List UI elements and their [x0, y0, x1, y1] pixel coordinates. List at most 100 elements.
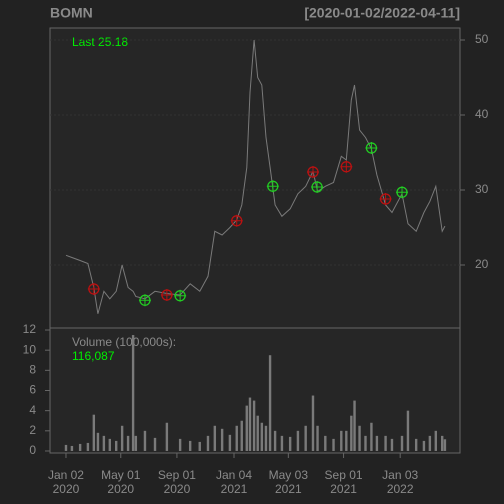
y-tick-label: 6 — [29, 383, 36, 397]
volume-bar — [153, 437, 157, 451]
y-tick-label: 40 — [475, 107, 489, 121]
y-tick-label: 20 — [475, 257, 489, 271]
volume-bar — [198, 441, 201, 451]
chart-title: BOMN — [50, 5, 93, 21]
y-tick-label: 0 — [29, 443, 36, 457]
volume-bar — [64, 444, 68, 451]
volume-bar — [353, 400, 356, 451]
volume-bar — [126, 435, 130, 451]
volume-bar — [115, 440, 118, 451]
signal-marker — [306, 166, 319, 178]
volume-bar — [288, 436, 292, 451]
price-panel — [49, 27, 461, 329]
signal-marker — [340, 160, 353, 173]
volume-bar — [358, 425, 361, 451]
x-tick-label: Jan 03 — [382, 468, 418, 482]
signal-marker — [174, 289, 187, 302]
y-tick-label: 2 — [29, 423, 36, 437]
last-price: Last 25.18 — [72, 35, 128, 49]
volume-bar — [108, 438, 112, 451]
volume-bar — [390, 438, 394, 451]
volume-bar — [245, 405, 248, 451]
x-tick-label: Sep 01 — [325, 468, 363, 482]
volume-bar — [78, 443, 82, 451]
x-tick-label: Sep 01 — [158, 468, 196, 482]
signal-marker — [230, 214, 243, 227]
volume-bar — [440, 435, 444, 451]
x-tick-label: May 01 — [101, 468, 141, 482]
volume-bar — [213, 425, 217, 451]
volume-bar — [134, 435, 138, 451]
y-tick-label: 30 — [475, 182, 489, 196]
volume-bar — [296, 430, 300, 451]
volume-bar — [248, 397, 252, 451]
volume-bar — [260, 422, 264, 451]
volume-bar — [188, 440, 192, 451]
volume-bar — [220, 428, 224, 451]
volume-bar — [414, 438, 418, 451]
volume-bar — [350, 415, 353, 451]
x-tick-year: 2021 — [275, 482, 302, 496]
volume-bar — [120, 425, 124, 451]
volume-title: Volume (100,000s): — [72, 335, 176, 349]
signal-marker — [365, 142, 378, 154]
volume-bar — [240, 420, 243, 451]
x-tick-year: 2020 — [107, 482, 134, 496]
date-range: [2020-01-02/2022-04-11] — [304, 5, 460, 21]
y-tick-label: 12 — [23, 322, 37, 336]
y-tick-label: 50 — [475, 32, 489, 46]
last-volume: 116,087 — [72, 349, 115, 363]
volume-bar — [304, 425, 307, 451]
volume-bar — [332, 438, 335, 451]
volume-bar — [235, 425, 238, 451]
volume-bar — [340, 430, 343, 451]
signal-marker — [138, 294, 151, 307]
signal-marker — [311, 181, 324, 193]
volume-bar — [96, 432, 100, 451]
signal-marker — [266, 180, 279, 193]
volume-bar — [406, 410, 410, 451]
volume-bar — [375, 435, 379, 451]
signal-marker — [396, 186, 409, 199]
volume-bar — [228, 434, 232, 451]
volume-bar — [70, 445, 74, 451]
volume-bar — [273, 430, 277, 451]
x-tick-year: 2022 — [387, 482, 414, 496]
volume-bar — [86, 442, 90, 451]
volume-bar — [400, 435, 404, 451]
x-tick-label: Jan 02 — [48, 468, 84, 482]
volume-bar — [264, 425, 268, 451]
signal-marker — [379, 193, 392, 205]
y-tick-label: 8 — [29, 363, 36, 377]
volume-bar — [206, 435, 210, 451]
y-tick-label: 4 — [29, 403, 36, 417]
x-tick-label: Jan 04 — [216, 468, 252, 482]
volume-bar — [178, 438, 182, 451]
volume-bar — [102, 435, 106, 451]
x-tick-year: 2021 — [221, 482, 248, 496]
volume-bar — [92, 414, 96, 451]
signal-marker — [87, 283, 100, 295]
x-tick-label: May 03 — [269, 468, 309, 482]
volume-bar — [428, 435, 432, 451]
volume-bar — [268, 355, 272, 451]
volume-bar — [434, 430, 438, 451]
volume-bar — [256, 415, 259, 451]
volume-bar — [131, 335, 135, 451]
volume-bar — [165, 422, 169, 451]
volume-bar — [252, 400, 256, 451]
x-tick-year: 2020 — [164, 482, 191, 496]
x-tick-year: 2021 — [330, 482, 357, 496]
volume-bar — [316, 425, 319, 451]
volume-bar — [384, 435, 387, 451]
volume-bar — [370, 422, 373, 451]
volume-bar — [443, 439, 447, 451]
volume-bar — [311, 395, 315, 451]
volume-bar — [345, 430, 348, 451]
volume-bar — [422, 440, 426, 451]
volume-bar — [364, 435, 367, 451]
volume-bar — [280, 435, 284, 451]
volume-bar — [143, 430, 147, 451]
volume-bar — [324, 435, 327, 451]
